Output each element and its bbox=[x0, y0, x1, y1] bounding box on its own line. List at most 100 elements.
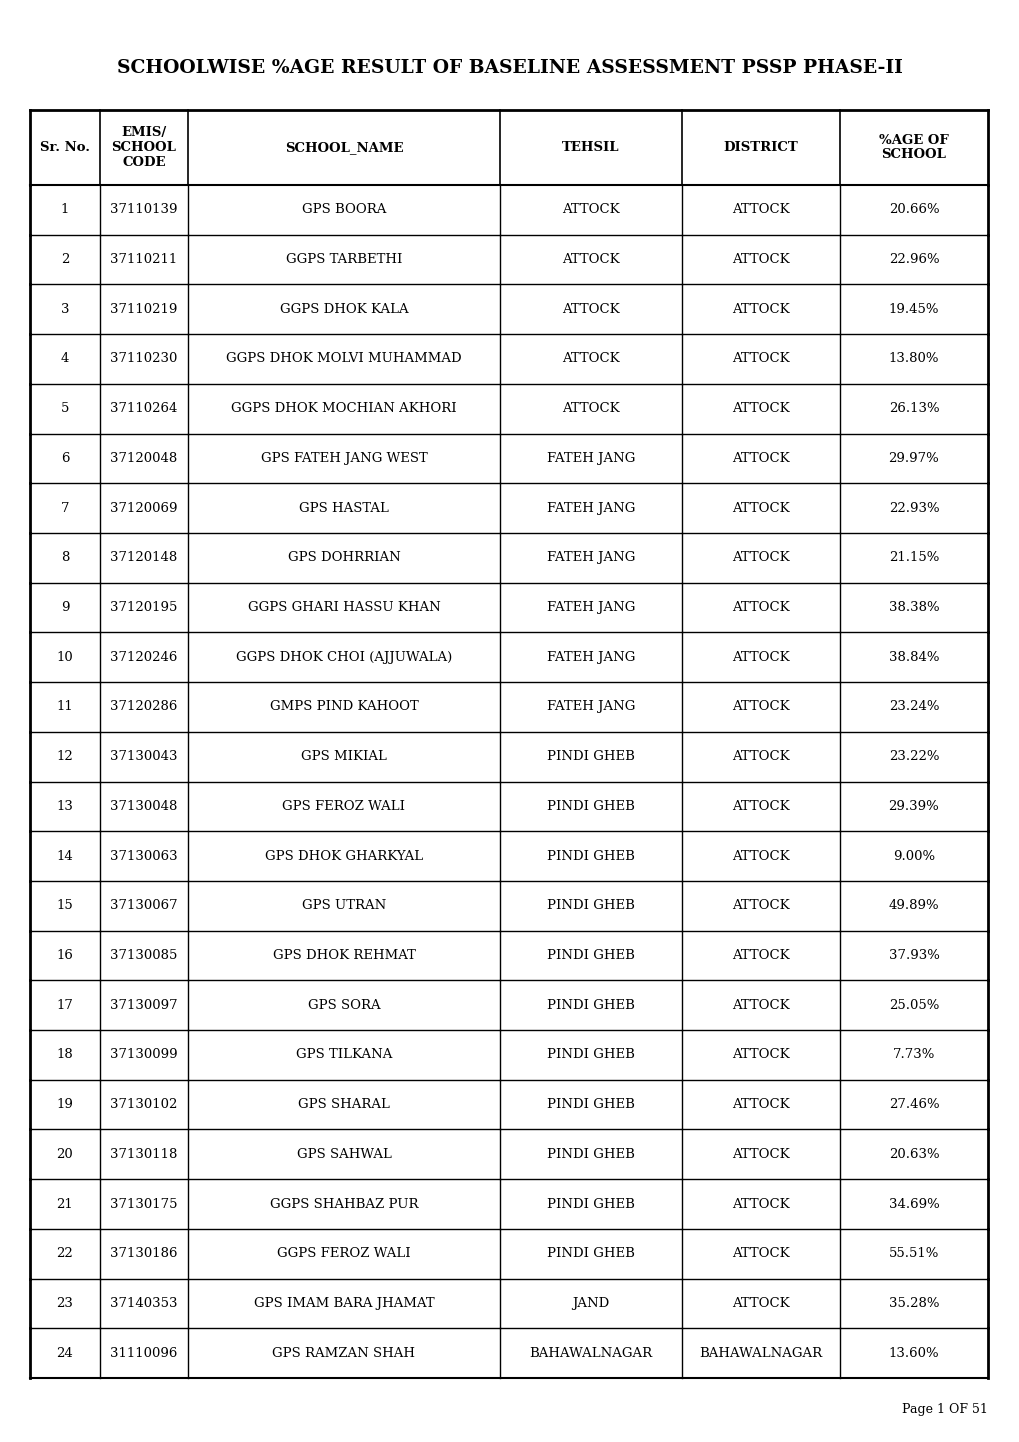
Text: 19: 19 bbox=[56, 1099, 73, 1112]
Text: 1: 1 bbox=[61, 203, 69, 216]
Text: 5: 5 bbox=[61, 402, 69, 415]
Text: 7: 7 bbox=[61, 502, 69, 515]
Text: GPS SHARAL: GPS SHARAL bbox=[298, 1099, 389, 1112]
Text: GPS DHOK REHMAT: GPS DHOK REHMAT bbox=[272, 949, 415, 962]
Text: ATTOCK: ATTOCK bbox=[561, 252, 620, 267]
Text: 31110096: 31110096 bbox=[110, 1347, 177, 1360]
Text: PINDI GHEB: PINDI GHEB bbox=[546, 1247, 634, 1260]
Text: 37120048: 37120048 bbox=[110, 451, 177, 464]
Text: GPS HASTAL: GPS HASTAL bbox=[299, 502, 388, 515]
Text: GGPS DHOK MOLVI MUHAMMAD: GGPS DHOK MOLVI MUHAMMAD bbox=[226, 352, 462, 365]
Text: GPS DOHRRIAN: GPS DOHRRIAN bbox=[287, 551, 400, 564]
Text: 22: 22 bbox=[57, 1247, 73, 1260]
Text: ATTOCK: ATTOCK bbox=[561, 303, 620, 316]
Text: EMIS/
SCHOOL
CODE: EMIS/ SCHOOL CODE bbox=[111, 125, 176, 169]
Text: 29.39%: 29.39% bbox=[888, 800, 938, 813]
Text: FATEH JANG: FATEH JANG bbox=[546, 551, 635, 564]
Text: 37140353: 37140353 bbox=[110, 1296, 177, 1309]
Text: PINDI GHEB: PINDI GHEB bbox=[546, 949, 634, 962]
Text: PINDI GHEB: PINDI GHEB bbox=[546, 750, 634, 763]
Text: DISTRICT: DISTRICT bbox=[722, 141, 798, 154]
Text: BAHAWALNAGAR: BAHAWALNAGAR bbox=[529, 1347, 652, 1360]
Text: 38.84%: 38.84% bbox=[888, 650, 938, 663]
Text: 8: 8 bbox=[61, 551, 69, 564]
Text: 10: 10 bbox=[57, 650, 73, 663]
Text: GPS RAMZAN SHAH: GPS RAMZAN SHAH bbox=[272, 1347, 415, 1360]
Text: ATTOCK: ATTOCK bbox=[732, 502, 789, 515]
Text: 37110211: 37110211 bbox=[110, 252, 177, 267]
Text: FATEH JANG: FATEH JANG bbox=[546, 601, 635, 614]
Text: GPS SAHWAL: GPS SAHWAL bbox=[297, 1148, 391, 1161]
Text: 13.60%: 13.60% bbox=[888, 1347, 938, 1360]
Text: 17: 17 bbox=[56, 999, 73, 1012]
Text: PINDI GHEB: PINDI GHEB bbox=[546, 900, 634, 913]
Text: ATTOCK: ATTOCK bbox=[732, 849, 789, 862]
Text: ATTOCK: ATTOCK bbox=[732, 203, 789, 216]
Text: GPS MIKIAL: GPS MIKIAL bbox=[301, 750, 386, 763]
Text: 35.28%: 35.28% bbox=[888, 1296, 938, 1309]
Text: 29.97%: 29.97% bbox=[888, 451, 938, 464]
Text: FATEH JANG: FATEH JANG bbox=[546, 650, 635, 663]
Text: 6: 6 bbox=[61, 451, 69, 464]
Text: GPS BOORA: GPS BOORA bbox=[302, 203, 386, 216]
Text: ATTOCK: ATTOCK bbox=[732, 949, 789, 962]
Text: 13: 13 bbox=[56, 800, 73, 813]
Text: ATTOCK: ATTOCK bbox=[732, 701, 789, 714]
Text: 20: 20 bbox=[57, 1148, 73, 1161]
Text: 13.80%: 13.80% bbox=[888, 352, 938, 365]
Text: 9: 9 bbox=[61, 601, 69, 614]
Text: GGPS FEROZ WALI: GGPS FEROZ WALI bbox=[277, 1247, 411, 1260]
Text: GPS DHOK GHARKYAL: GPS DHOK GHARKYAL bbox=[265, 849, 423, 862]
Text: 20.66%: 20.66% bbox=[888, 203, 938, 216]
Text: 37130048: 37130048 bbox=[110, 800, 177, 813]
Text: 37110219: 37110219 bbox=[110, 303, 177, 316]
Text: ATTOCK: ATTOCK bbox=[732, 1099, 789, 1112]
Text: 34.69%: 34.69% bbox=[888, 1197, 938, 1210]
Text: 55.51%: 55.51% bbox=[888, 1247, 938, 1260]
Text: PINDI GHEB: PINDI GHEB bbox=[546, 849, 634, 862]
Text: PINDI GHEB: PINDI GHEB bbox=[546, 1099, 634, 1112]
Text: GPS IMAM BARA JHAMAT: GPS IMAM BARA JHAMAT bbox=[254, 1296, 434, 1309]
Text: GGPS DHOK KALA: GGPS DHOK KALA bbox=[279, 303, 408, 316]
Text: ATTOCK: ATTOCK bbox=[732, 1247, 789, 1260]
Text: 37.93%: 37.93% bbox=[888, 949, 938, 962]
Text: 23.22%: 23.22% bbox=[888, 750, 938, 763]
Text: FATEH JANG: FATEH JANG bbox=[546, 701, 635, 714]
Text: BAHAWALNAGAR: BAHAWALNAGAR bbox=[699, 1347, 821, 1360]
Text: 37120286: 37120286 bbox=[110, 701, 177, 714]
Text: TEHSIL: TEHSIL bbox=[561, 141, 620, 154]
Text: 23: 23 bbox=[56, 1296, 73, 1309]
Text: ATTOCK: ATTOCK bbox=[732, 1197, 789, 1210]
Text: 26.13%: 26.13% bbox=[888, 402, 938, 415]
Text: PINDI GHEB: PINDI GHEB bbox=[546, 999, 634, 1012]
Text: GGPS DHOK MOCHIAN AKHORI: GGPS DHOK MOCHIAN AKHORI bbox=[231, 402, 457, 415]
Text: ATTOCK: ATTOCK bbox=[732, 650, 789, 663]
Text: 7.73%: 7.73% bbox=[892, 1048, 934, 1061]
Text: ATTOCK: ATTOCK bbox=[732, 451, 789, 464]
Text: 15: 15 bbox=[57, 900, 73, 913]
Text: 14: 14 bbox=[57, 849, 73, 862]
Text: 37110264: 37110264 bbox=[110, 402, 177, 415]
Text: GGPS SHAHBAZ PUR: GGPS SHAHBAZ PUR bbox=[269, 1197, 418, 1210]
Text: ATTOCK: ATTOCK bbox=[732, 352, 789, 365]
Text: ATTOCK: ATTOCK bbox=[561, 203, 620, 216]
Text: 2: 2 bbox=[61, 252, 69, 267]
Text: 37110230: 37110230 bbox=[110, 352, 177, 365]
Text: ATTOCK: ATTOCK bbox=[561, 352, 620, 365]
Text: GPS FATEH JANG WEST: GPS FATEH JANG WEST bbox=[261, 451, 427, 464]
Text: ATTOCK: ATTOCK bbox=[732, 900, 789, 913]
Text: ATTOCK: ATTOCK bbox=[732, 800, 789, 813]
Text: 37130067: 37130067 bbox=[110, 900, 177, 913]
Text: 37130097: 37130097 bbox=[110, 999, 177, 1012]
Text: 37130063: 37130063 bbox=[110, 849, 177, 862]
Text: PINDI GHEB: PINDI GHEB bbox=[546, 800, 634, 813]
Text: FATEH JANG: FATEH JANG bbox=[546, 451, 635, 464]
Text: GGPS GHARI HASSU KHAN: GGPS GHARI HASSU KHAN bbox=[248, 601, 440, 614]
Text: GGPS DHOK CHOI (AJJUWALA): GGPS DHOK CHOI (AJJUWALA) bbox=[235, 650, 451, 663]
Text: ATTOCK: ATTOCK bbox=[561, 402, 620, 415]
Text: 25.05%: 25.05% bbox=[888, 999, 938, 1012]
Text: PINDI GHEB: PINDI GHEB bbox=[546, 1148, 634, 1161]
Text: GPS SORA: GPS SORA bbox=[308, 999, 380, 1012]
Text: GPS TILKANA: GPS TILKANA bbox=[296, 1048, 391, 1061]
Text: ATTOCK: ATTOCK bbox=[732, 601, 789, 614]
